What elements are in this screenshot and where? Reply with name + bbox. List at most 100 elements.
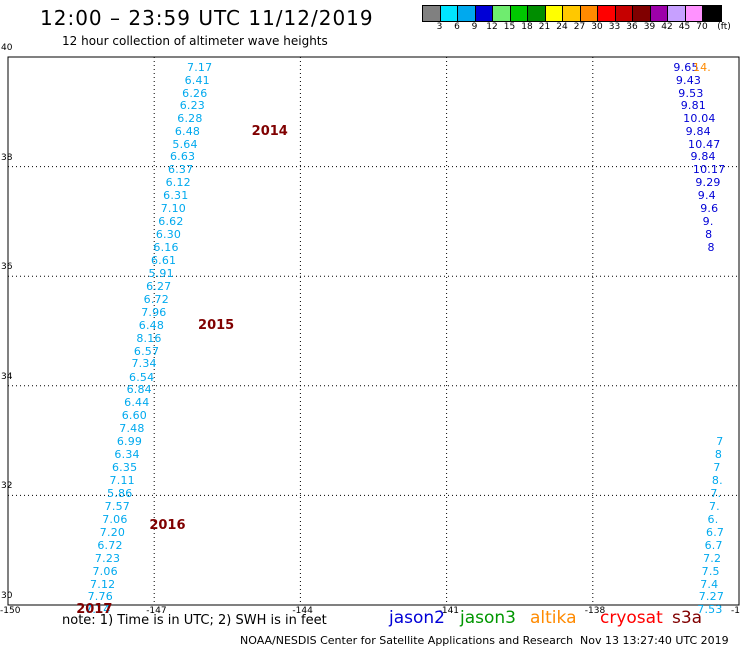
wave-height-observation: 9.81	[680, 99, 706, 113]
wave-height-observation: 6.48	[174, 124, 201, 138]
legend-swatch	[580, 6, 598, 21]
wave-height-observation: 9.65	[673, 60, 699, 74]
wave-height-observation: 10.17	[692, 163, 726, 177]
pass-time-label: 2016	[149, 517, 186, 533]
longitude-label: -138	[584, 606, 606, 616]
legend-label: 18	[521, 22, 533, 32]
longitude-label: -147	[146, 606, 167, 616]
wave-height-observation: 6.28	[177, 111, 203, 125]
wave-height-observation: 6.7	[704, 538, 723, 552]
satellite-name: cryosat	[600, 608, 663, 628]
legend-label: 15	[503, 22, 516, 32]
wave-height-observation: 6.27	[146, 279, 172, 293]
legend-swatch	[650, 6, 668, 21]
wave-height-observation: 9.43	[675, 74, 702, 88]
wave-height-observation: 9.	[702, 214, 714, 228]
longitude-label: -150	[0, 606, 21, 616]
legend-swatch	[475, 6, 493, 21]
wave-height-map: -150 -147 -144 -141 -138 -135 40 38 36 34 32 30 7.17…	[0, 43, 740, 617]
map-title: 12:00 – 23:59 UTC 11/12/2019	[40, 6, 374, 30]
wave-height-observation: 6.31	[163, 189, 189, 203]
wave-height-observation: 7.06	[102, 513, 128, 527]
wave-height-observation: 7.76	[87, 590, 113, 604]
latitude-label: 40	[1, 43, 13, 53]
map-subtitle: 12 hour collection of altimeter wave hei…	[62, 34, 328, 48]
wave-height-observation: 7.57	[104, 499, 130, 513]
wave-height-observation: 7.	[708, 499, 720, 513]
wave-height-observation: 7.34	[131, 357, 157, 371]
satellite-name: jason3	[460, 608, 516, 628]
color-scale-legend	[422, 5, 722, 22]
longitude-label: -144	[292, 606, 313, 616]
legend-label: 36	[626, 22, 638, 32]
legend-swatch	[458, 6, 476, 21]
wave-height-observation: 6.7	[706, 525, 725, 539]
wave-height-observation: 7.53	[697, 603, 723, 617]
longitude-label: -141	[438, 606, 460, 616]
satellite-name: altika	[530, 608, 577, 628]
legend-label: 27	[573, 22, 586, 32]
legend-swatch	[615, 6, 633, 21]
wave-height-observation: 8.16	[136, 331, 162, 345]
legend-swatch	[493, 6, 511, 21]
wave-height-observation: 7	[716, 435, 724, 449]
wave-height-observation: 6.35	[111, 461, 138, 474]
legend-label: 30	[591, 22, 603, 32]
wave-height-observation: 6.84	[126, 383, 152, 397]
legend-label: 45	[678, 22, 691, 32]
wave-height-observation: 8	[705, 228, 713, 242]
legend-swatch	[528, 6, 546, 21]
footer-timestamp: Nov 13 13:27:40 UTC 2019	[580, 634, 729, 647]
satellite-name: s3a	[672, 608, 703, 628]
wave-height-observation: 6.12	[165, 176, 191, 190]
wave-height-observation: 5.91	[148, 267, 174, 280]
units-note: note: 1) Time is in UTC; 2) SWH is in fe…	[62, 613, 327, 628]
wave-height-observation: 9.6	[700, 202, 719, 216]
legend-swatch	[423, 6, 441, 21]
wave-height-observation: 10.47	[688, 137, 721, 151]
wave-height-observation: 7.11	[109, 474, 135, 488]
pass-time-label: 2015	[198, 317, 235, 333]
legend-label: 6	[454, 22, 460, 32]
legend-label: 21	[538, 22, 551, 32]
legend-label: 3	[436, 22, 443, 32]
wave-height-observation: 7.27	[698, 590, 725, 604]
wave-height-observation: 7.48	[119, 422, 145, 436]
wave-height-observation: 7.4	[700, 577, 719, 591]
legend-label: 12	[486, 22, 498, 32]
wave-height-observation: 5.86	[107, 487, 133, 501]
latitude-label: 38	[1, 152, 13, 163]
satellite-name: jason2	[389, 608, 445, 628]
wave-height-observation: 8.	[711, 474, 723, 488]
legend-label: 42	[661, 22, 673, 32]
legend-label: 24	[556, 22, 568, 32]
wave-height-observation: 6.99	[116, 435, 143, 449]
footer-credit: NOAA/NESDIS Center for Satellite Applica…	[240, 634, 574, 647]
legend-swatch	[440, 6, 458, 21]
wave-height-observation: 7.14	[85, 603, 111, 617]
legend-swatch	[563, 6, 581, 21]
legend-label: 33	[608, 22, 621, 32]
wave-height-observation: 6.57	[133, 344, 160, 358]
wave-height-observation: 6.16	[153, 240, 179, 254]
longitude-label: -135	[731, 606, 740, 616]
wave-height-observation: 7	[713, 461, 721, 474]
wave-height-observation: 6.41	[184, 74, 210, 88]
wave-height-observation: 6.37	[168, 163, 194, 177]
legend-label: 70	[696, 22, 708, 32]
latitude-label: 32	[1, 481, 13, 492]
wave-height-observation: 6.	[707, 513, 719, 527]
legend-swatch	[668, 6, 686, 21]
wave-height-observation: 7.	[710, 487, 722, 501]
legend-swatch	[510, 6, 528, 21]
wave-height-observation: 14.	[692, 60, 711, 74]
wave-height-observation: 7.5	[701, 564, 720, 578]
legend-swatch	[545, 6, 563, 21]
wave-height-observation: 9.4	[697, 189, 716, 203]
wave-height-observation: 6.60	[121, 409, 148, 423]
wave-height-observation: 6.44	[124, 396, 150, 410]
latitude-label: 34	[1, 371, 13, 382]
wave-height-observation: 6.34	[114, 448, 140, 462]
wave-height-observation: 6.54	[129, 370, 155, 384]
lat-lon-grid	[7, 56, 740, 606]
